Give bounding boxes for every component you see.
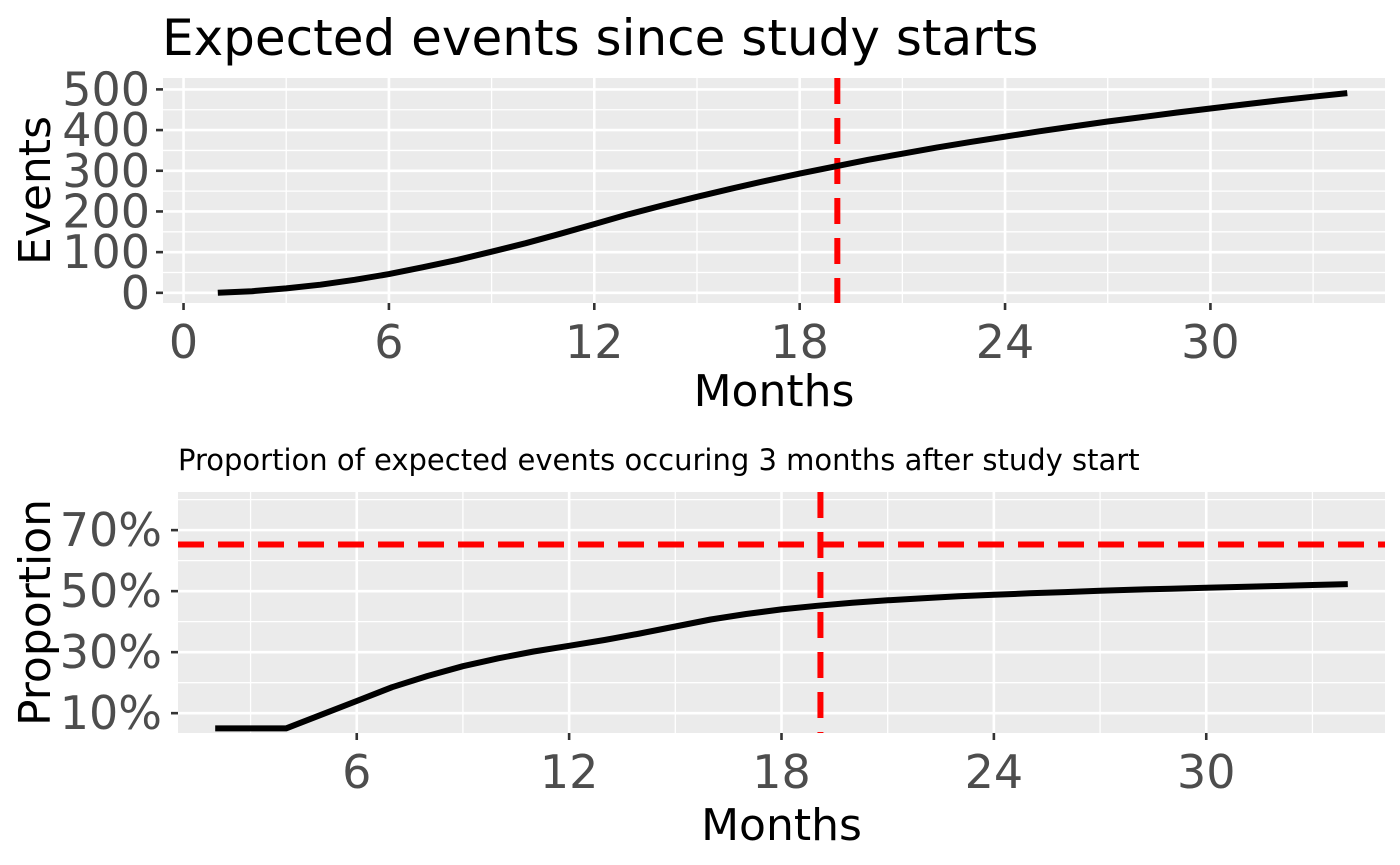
events-chart: Expected events since study starts 01002… xyxy=(10,9,1385,417)
x-tick-label: 30 xyxy=(1177,745,1236,799)
x-tick-label: 6 xyxy=(374,315,403,369)
chart-title: Expected events since study starts xyxy=(162,9,1038,67)
y-tick-label: 0 xyxy=(121,266,150,320)
y-tick-label: 50% xyxy=(60,564,162,618)
proportion-chart: Proportion of expected events occuring 3… xyxy=(10,443,1385,851)
y-axis-title: Events xyxy=(10,116,61,265)
y-tick-label: 10% xyxy=(60,686,162,740)
y-tick-label: 300 xyxy=(62,144,150,198)
x-tick-label: 0 xyxy=(169,315,198,369)
y-tick-label: 500 xyxy=(62,62,150,116)
x-tick-label: 6 xyxy=(342,745,371,799)
x-tick-label: 18 xyxy=(752,745,811,799)
gridlines xyxy=(178,492,1385,733)
x-tick-label: 30 xyxy=(1181,315,1240,369)
x-axis-ticks: 0 6 12 18 24 30 xyxy=(169,303,1240,369)
y-axis-ticks: 10% 30% 50% 70% xyxy=(60,503,178,740)
x-axis-ticks: 6 12 18 24 30 xyxy=(342,733,1236,799)
reference-lines xyxy=(178,492,1385,733)
x-tick-label: 18 xyxy=(770,315,829,369)
y-tick-label: 100 xyxy=(62,225,150,279)
x-tick-label: 24 xyxy=(976,315,1035,369)
y-tick-label: 70% xyxy=(60,503,162,557)
proportion-series-line xyxy=(215,581,1348,732)
x-tick-label: 24 xyxy=(965,745,1024,799)
y-axis-title: Proportion xyxy=(10,499,61,726)
x-tick-label: 12 xyxy=(565,315,624,369)
events-series-line xyxy=(217,90,1348,296)
x-tick-label: 12 xyxy=(540,745,599,799)
y-tick-label: 30% xyxy=(60,625,162,679)
x-axis-title: Months xyxy=(701,800,862,851)
x-axis-title: Months xyxy=(694,366,855,417)
y-tick-label: 200 xyxy=(62,184,150,238)
chart-title: Proportion of expected events occuring 3… xyxy=(178,443,1140,477)
y-tick-label: 400 xyxy=(62,103,150,157)
